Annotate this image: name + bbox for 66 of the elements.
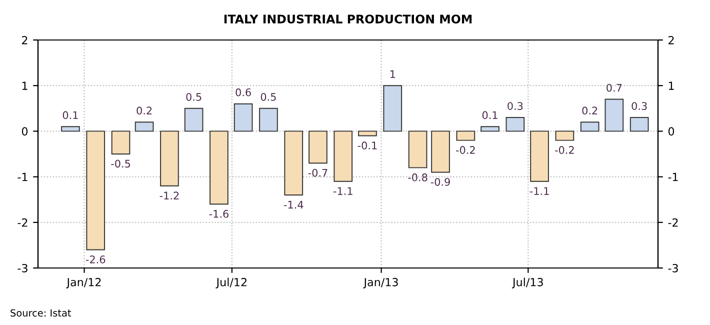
bar — [431, 130, 450, 173]
y2-tick-label: 1 — [668, 82, 674, 90]
y2-tick-label: 0 — [668, 127, 674, 136]
bar — [210, 130, 228, 205]
y2-tick-label: 2 — [668, 36, 674, 44]
y-tick-label: -1 — [18, 172, 28, 182]
bar — [630, 117, 649, 132]
data-label: -1.6 — [209, 210, 228, 218]
data-label: 0.1 — [62, 111, 78, 120]
y-tick-label: -3 — [18, 264, 28, 272]
data-label: -0.9 — [430, 178, 450, 186]
data-label: -0.7 — [308, 168, 328, 177]
bar — [259, 108, 278, 132]
x-tick-label: Jan/12 — [66, 278, 101, 288]
data-label: -0.5 — [111, 160, 130, 168]
bar — [408, 130, 428, 168]
chart-title: ITALY INDUSTRIAL PRODUCTION MOM — [224, 14, 472, 24]
data-label: 0.7 — [606, 84, 622, 92]
bar — [480, 126, 500, 132]
bar — [383, 85, 402, 132]
bar — [604, 98, 624, 132]
data-label: -0.2 — [456, 146, 475, 154]
x-tick-label: Jan/13 — [363, 278, 398, 288]
data-label: -1.4 — [284, 200, 304, 209]
y2-tick-label: -3 — [668, 264, 678, 272]
data-label: 1 — [390, 70, 395, 78]
x-tick-label: Jul/13 — [512, 278, 543, 288]
data-label: 0.5 — [260, 92, 276, 101]
y-tick-label: 0 — [22, 127, 28, 136]
data-label: -1.2 — [160, 192, 179, 200]
bar — [308, 130, 328, 164]
y2-tick-label: -1 — [668, 172, 678, 182]
y-tick-label: 1 — [22, 82, 28, 90]
bar — [86, 130, 106, 250]
bar — [358, 130, 377, 136]
data-label: 0.5 — [186, 92, 202, 101]
bar — [184, 108, 204, 132]
data-label: -1.1 — [333, 187, 352, 195]
x-tick-label: Jul/12 — [216, 278, 246, 288]
bar — [580, 122, 600, 132]
data-label: -0.1 — [358, 142, 377, 150]
bar — [111, 130, 130, 154]
y-tick-label: 2 — [22, 36, 28, 44]
data-label: -1.1 — [530, 187, 549, 195]
bar — [61, 126, 80, 132]
data-label: -0.2 — [555, 146, 574, 154]
bar — [134, 122, 154, 132]
bar — [456, 130, 476, 141]
y-tick-label: -2 — [18, 218, 28, 227]
data-label: 0.3 — [632, 102, 647, 110]
data-label: -0.8 — [408, 173, 428, 182]
bar — [334, 130, 353, 182]
data-label: 0.2 — [136, 106, 152, 115]
bar — [530, 130, 549, 182]
data-label: 0.1 — [482, 111, 498, 120]
data-label: -2.6 — [86, 256, 106, 264]
source-note: Source: Istat — [10, 309, 72, 317]
data-label: 0.2 — [582, 106, 598, 115]
bar — [160, 130, 179, 186]
bar — [506, 117, 525, 132]
bar — [284, 130, 304, 196]
bar — [234, 103, 253, 132]
data-label: 0.3 — [508, 102, 523, 110]
bar — [555, 130, 574, 141]
y2-tick-label: -2 — [668, 218, 678, 227]
data-label: 0.6 — [236, 88, 251, 96]
